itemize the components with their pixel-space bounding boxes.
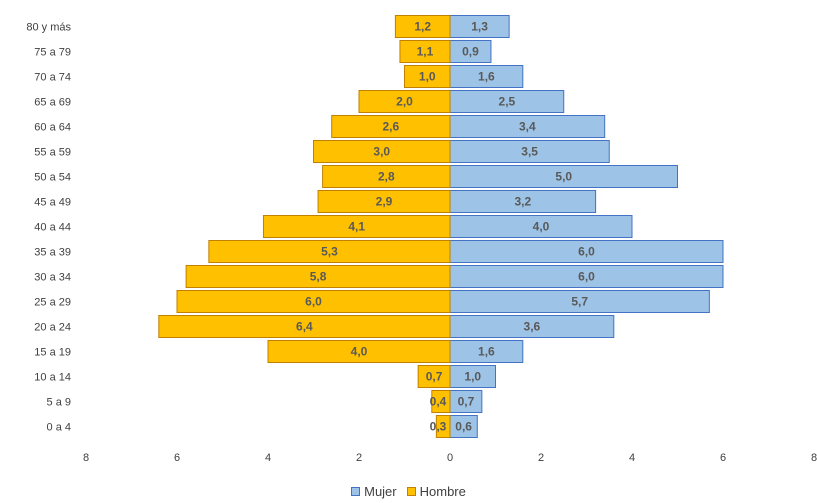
category-label: 60 a 64 (34, 122, 71, 134)
data-label-hombre: 2,0 (396, 95, 413, 109)
category-label: 65 a 69 (34, 97, 71, 109)
data-label-mujer: 6,0 (578, 270, 595, 284)
data-label-hombre: 4,1 (348, 220, 365, 234)
data-label-mujer: 5,7 (571, 295, 588, 309)
bar-hombre (404, 65, 451, 88)
bar-hombre (208, 240, 451, 263)
data-label-mujer: 4,0 (533, 220, 550, 234)
category-label: 30 a 34 (34, 272, 71, 284)
bar-hombre (158, 315, 451, 338)
data-label-mujer: 0,6 (455, 420, 472, 434)
x-tick-label: 2 (356, 452, 362, 464)
data-label-hombre: 2,6 (383, 120, 400, 134)
x-tick-label: 6 (720, 452, 726, 464)
data-label-mujer: 0,7 (458, 395, 475, 409)
bar-hombre (431, 390, 451, 413)
category-label: 45 a 49 (34, 197, 71, 209)
data-label-mujer: 3,5 (521, 145, 538, 159)
x-tick-label: 2 (538, 452, 544, 464)
category-label: 50 a 54 (34, 172, 71, 184)
data-label-hombre: 4,0 (351, 345, 368, 359)
data-label-mujer: 3,6 (524, 320, 541, 334)
bar-hombre (185, 265, 451, 288)
bar-hombre (331, 115, 451, 138)
bar-hombre (267, 340, 451, 363)
legend: Mujer Hombre (0, 484, 817, 499)
data-label-hombre: 1,0 (419, 70, 436, 84)
bar-hombre (322, 165, 451, 188)
category-label: 0 a 4 (47, 422, 71, 434)
data-label-hombre: 0,3 (430, 420, 447, 434)
data-label-mujer: 1,6 (478, 345, 495, 359)
data-label-hombre: 2,8 (378, 170, 395, 184)
bar-hombre (417, 365, 451, 388)
bar-hombre (394, 15, 451, 38)
legend-item-mujer: Mujer (351, 484, 397, 499)
bar-hombre (317, 190, 451, 213)
category-label: 25 a 29 (34, 297, 71, 309)
legend-label-hombre: Hombre (419, 484, 466, 499)
data-label-hombre: 0,7 (426, 370, 443, 384)
legend-swatch-hombre (406, 487, 416, 496)
data-label-hombre: 0,4 (430, 395, 447, 409)
category-label: 75 a 79 (34, 47, 71, 59)
data-label-hombre: 3,0 (373, 145, 390, 159)
data-label-hombre: 5,8 (310, 270, 327, 284)
data-label-hombre: 6,0 (305, 295, 322, 309)
data-label-mujer: 3,4 (519, 120, 536, 134)
data-label-mujer: 1,3 (471, 20, 488, 34)
data-label-mujer: 1,0 (464, 370, 481, 384)
legend-swatch-mujer (351, 487, 361, 496)
category-label: 55 a 59 (34, 147, 71, 159)
category-label: 5 a 9 (47, 397, 71, 409)
x-tick-label: 6 (174, 452, 180, 464)
data-label-hombre: 1,1 (417, 45, 434, 59)
bar-hombre (358, 90, 451, 113)
category-label: 15 a 19 (34, 347, 71, 359)
data-label-mujer: 0,9 (462, 45, 479, 59)
category-label: 35 a 39 (34, 247, 71, 259)
data-label-mujer: 5,0 (555, 170, 572, 184)
bar-hombre (399, 40, 451, 63)
data-label-mujer: 1,6 (478, 70, 495, 84)
category-label: 20 a 24 (34, 322, 71, 334)
data-label-mujer: 3,2 (514, 195, 531, 209)
category-label: 80 y más (26, 22, 71, 34)
category-label: 40 a 44 (34, 222, 71, 234)
x-tick-label: 8 (811, 452, 817, 464)
data-label-mujer: 2,5 (499, 95, 516, 109)
x-tick-label: 0 (447, 452, 453, 464)
data-label-mujer: 6,0 (578, 245, 595, 259)
x-tick-label: 4 (629, 452, 635, 464)
legend-label-mujer: Mujer (364, 484, 397, 499)
data-label-hombre: 5,3 (321, 245, 338, 259)
bar-hombre (262, 215, 451, 238)
bar-hombre (435, 415, 451, 438)
x-tick-label: 8 (83, 452, 89, 464)
data-label-hombre: 1,2 (414, 20, 431, 34)
legend-item-hombre: Hombre (406, 484, 466, 499)
data-label-hombre: 2,9 (376, 195, 393, 209)
data-label-hombre: 6,4 (296, 320, 313, 334)
x-tick-label: 4 (265, 452, 271, 464)
bar-hombre (313, 140, 451, 163)
chart-plot-area: 80 y más 75 a 79 70 a 74 65 a 69 60 a 64 55 a… (26, 15, 817, 464)
category-label: 70 a 74 (34, 72, 71, 84)
bar-hombre (176, 290, 451, 313)
category-label: 10 a 14 (34, 372, 71, 384)
